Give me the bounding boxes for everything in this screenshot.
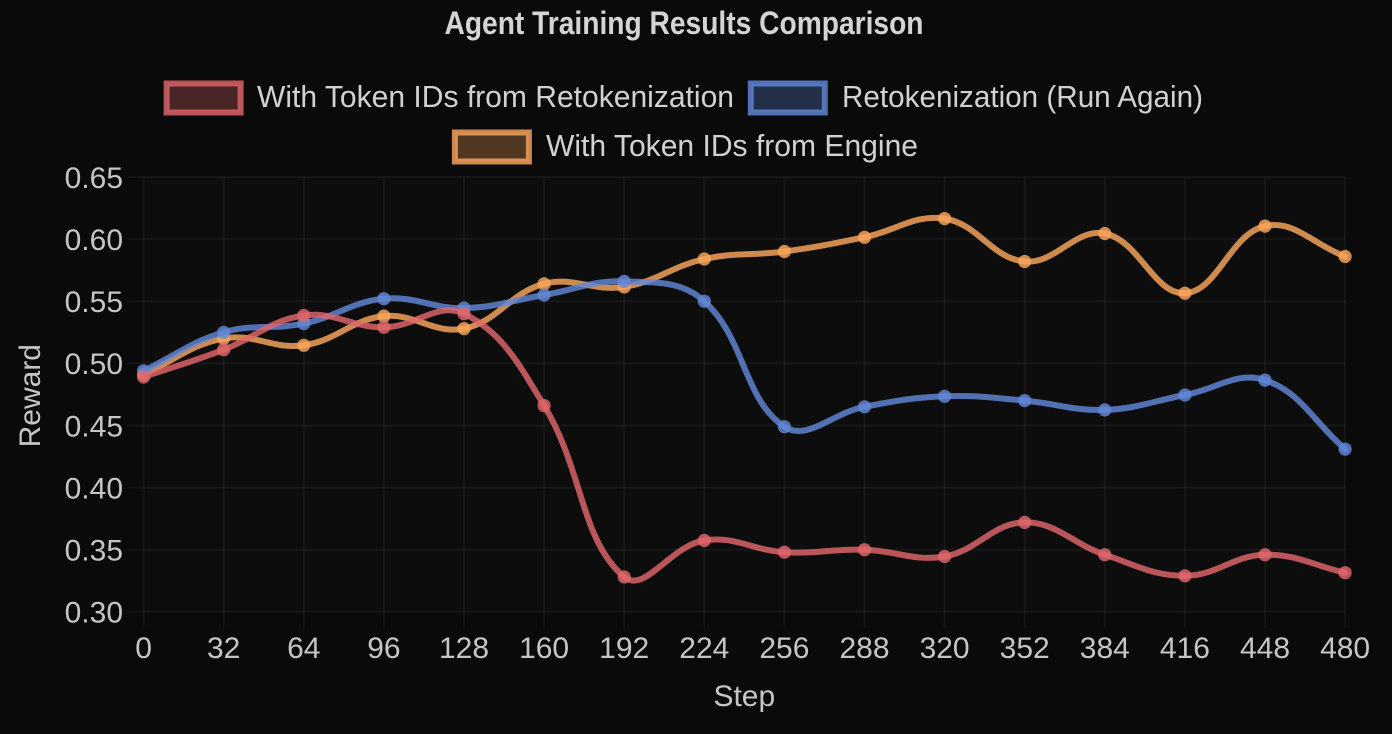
svg-text:448: 448 bbox=[1240, 632, 1290, 665]
svg-text:128: 128 bbox=[439, 632, 489, 665]
svg-text:192: 192 bbox=[599, 632, 649, 665]
svg-text:0.40: 0.40 bbox=[65, 473, 123, 506]
svg-text:256: 256 bbox=[759, 632, 809, 665]
svg-text:Retokenization (Run Again): Retokenization (Run Again) bbox=[842, 79, 1203, 114]
svg-text:288: 288 bbox=[839, 632, 889, 665]
svg-text:64: 64 bbox=[287, 632, 320, 665]
svg-text:32: 32 bbox=[207, 632, 240, 665]
svg-text:224: 224 bbox=[679, 632, 729, 665]
svg-text:0.45: 0.45 bbox=[65, 410, 123, 443]
svg-text:384: 384 bbox=[1080, 632, 1130, 665]
svg-text:320: 320 bbox=[920, 632, 970, 665]
svg-text:Agent Training Results Compari: Agent Training Results Comparison bbox=[445, 5, 924, 41]
svg-text:Step: Step bbox=[713, 680, 775, 713]
svg-text:96: 96 bbox=[367, 632, 400, 665]
svg-text:0.65: 0.65 bbox=[65, 162, 123, 195]
svg-text:With Token IDs from Engine: With Token IDs from Engine bbox=[546, 128, 918, 163]
svg-text:480: 480 bbox=[1320, 632, 1370, 665]
svg-text:0.55: 0.55 bbox=[65, 286, 123, 319]
svg-text:With Token IDs from Retokeniza: With Token IDs from Retokenization bbox=[257, 79, 734, 114]
svg-text:352: 352 bbox=[1000, 632, 1050, 665]
svg-text:0.50: 0.50 bbox=[65, 348, 123, 381]
svg-text:0.60: 0.60 bbox=[65, 224, 123, 257]
svg-text:Reward: Reward bbox=[14, 344, 47, 447]
svg-text:0.35: 0.35 bbox=[65, 535, 123, 568]
svg-text:160: 160 bbox=[519, 632, 569, 665]
svg-text:0: 0 bbox=[135, 632, 152, 665]
svg-text:0.30: 0.30 bbox=[65, 597, 123, 630]
svg-text:416: 416 bbox=[1160, 632, 1210, 665]
